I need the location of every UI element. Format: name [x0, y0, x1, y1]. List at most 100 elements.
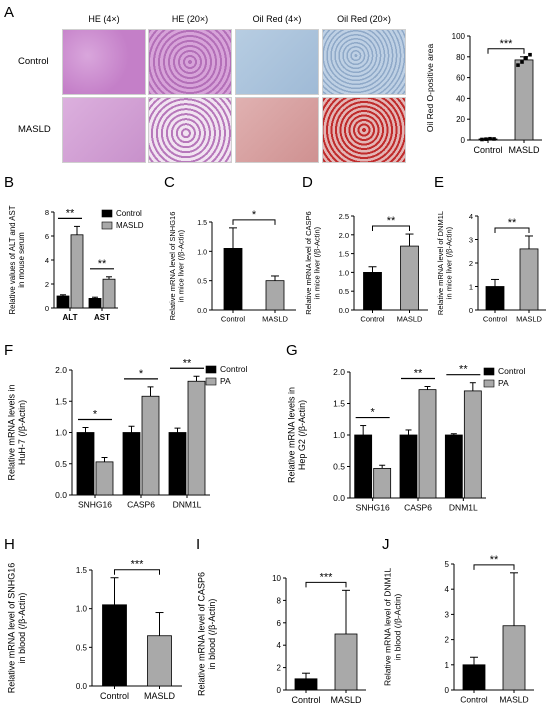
y-tick-label: 1.5: [333, 399, 345, 409]
bar: [187, 380, 206, 496]
x-tick-label: MASLD: [262, 315, 288, 324]
y-axis-label: Relative values of ALT and ASTin mouse s…: [8, 205, 26, 314]
x-tick-label: SNHG16: [78, 500, 112, 510]
panel-letter-j: J: [382, 536, 390, 553]
panel-letter-b: B: [4, 174, 15, 191]
y-axis-label: Relative mRNA levels inHuH-7 (/β-Actin): [7, 384, 27, 480]
data-point: [488, 136, 492, 141]
y-tick-label: 2: [469, 259, 473, 268]
y-tick-label: 4: [277, 641, 282, 650]
histology-column-label: HE (4×): [88, 14, 120, 24]
y-tick-label: 2: [45, 280, 49, 289]
legend-swatch: [483, 379, 495, 388]
legend-label: MASLD: [116, 221, 144, 230]
significance-label: **: [508, 217, 517, 229]
x-tick-label: DNM1L: [449, 503, 478, 513]
significance-bracket: [487, 48, 525, 54]
y-axis-label: Oil Red O-positive area: [425, 44, 435, 133]
bar: [76, 432, 95, 496]
significance-label: ***: [131, 559, 145, 571]
bar: [122, 432, 141, 496]
significance-label: **: [387, 215, 396, 227]
data-point: [528, 52, 532, 57]
bar: [70, 234, 84, 309]
y-tick-label: 1.0: [76, 605, 88, 614]
bar: [294, 678, 318, 691]
y-tick-label: 0.0: [55, 490, 67, 500]
y-tick-label: 0.5: [76, 643, 88, 652]
y-tick-label: 80: [456, 53, 465, 62]
significance-label: **: [66, 207, 75, 219]
panel-letter-i: I: [196, 536, 201, 553]
y-tick-label: 0: [45, 304, 49, 313]
y-tick-label: 100: [452, 32, 466, 41]
y-tick-label: 0.5: [197, 279, 207, 286]
y-tick-label: 10: [272, 574, 281, 583]
histology-column-label: Oil Red (20×): [337, 14, 391, 24]
oil-red-4x-control-image: [235, 29, 319, 95]
legend-label: PA: [220, 376, 231, 386]
bar: [400, 245, 419, 311]
y-tick-label: 0.5: [339, 287, 349, 296]
significance-label: **: [490, 554, 499, 566]
panel-letter-c: C: [164, 174, 175, 191]
y-tick-label: 1.0: [197, 249, 207, 256]
x-tick-label: MASLD: [330, 695, 362, 705]
histology-column-label: HE (20×): [171, 14, 209, 24]
y-axis-label: Relative mRNA level of CASP6in blood (/β…: [197, 572, 217, 696]
significance-label: **: [414, 367, 423, 379]
significance-label: ***: [320, 571, 334, 583]
x-tick-label: Control: [360, 315, 385, 324]
data-point: [520, 60, 524, 64]
y-tick-label: 1.0: [333, 430, 345, 440]
y-tick-label: 3: [469, 236, 473, 245]
y-tick-label: 0.0: [76, 682, 88, 691]
histology-column-label: Oil Red (4×): [252, 14, 302, 24]
y-tick-label: 8: [277, 596, 282, 605]
significance-label: **: [183, 357, 192, 369]
significance-label: *: [139, 368, 144, 380]
data-point: [492, 137, 496, 141]
y-tick-label: 0.0: [333, 493, 345, 503]
y-axis-label: Relative mRNA level of DNM1Lin mice live…: [436, 211, 454, 315]
bar: [102, 604, 127, 687]
x-tick-label: MASLD: [516, 315, 542, 324]
y-tick-label: 3: [445, 610, 450, 619]
y-tick-label: 1.5: [197, 220, 207, 227]
x-tick-label: Control: [473, 145, 502, 155]
y-tick-label: 0.0: [339, 306, 349, 315]
chart-g-hepg2: 0.0 0.5 1.0 1.5 2.0 Relative mRNA levels inHe…: [287, 364, 526, 513]
chart-a-oil-red-area: 0 20 40 60 80 100 Oil Red O-positive area Contr…: [425, 32, 542, 155]
legend-swatch: [483, 367, 495, 376]
significance-label: **: [459, 364, 468, 376]
significance-label: **: [98, 258, 107, 270]
bar: [168, 432, 187, 496]
legend-swatch: [101, 221, 113, 230]
bar: [463, 390, 482, 499]
y-tick-label: 4: [469, 212, 473, 221]
oil-red-20x-masld-image: [322, 97, 406, 163]
y-tick-label: 2.5: [339, 212, 349, 221]
bar: [223, 248, 243, 311]
x-tick-label: Control: [221, 315, 246, 324]
chart-e-dnm1l-liver: 0 1 2 3 4 Relative mRNA level of DNM1Lin mice…: [436, 211, 546, 324]
y-tick-label: 6: [45, 232, 49, 241]
bar: [102, 278, 116, 309]
he-4x-control-image: [62, 29, 146, 95]
y-tick-label: 0.5: [333, 462, 345, 472]
y-tick-label: 1.5: [55, 396, 67, 406]
he-4x-masld-image: [62, 97, 146, 163]
y-tick-label: 1: [469, 283, 473, 292]
y-tick-label: 20: [456, 115, 465, 124]
legend-swatch: [205, 377, 217, 386]
bar: [373, 467, 392, 499]
chart-d-casp6-liver: 0.0 0.5 1.0 1.5 2.0 2.5 Relative mRNA level of…: [304, 211, 428, 324]
chart-j-dnm1l-blood: 0 1 2 3 4 5 Relative mRNA level of DNM1Lin blo…: [383, 554, 534, 705]
chart-h-snhg16-blood: 0.0 0.5 1.0 1.5 Relative mRNA level of SNHG1…: [7, 559, 182, 701]
x-tick-label: Control: [100, 691, 129, 701]
panel-letter-g: G: [286, 342, 298, 359]
y-tick-label: 2: [445, 636, 450, 645]
legend-label: PA: [498, 378, 509, 388]
significance-bracket: [305, 581, 347, 588]
y-tick-label: 1.0: [339, 268, 349, 277]
